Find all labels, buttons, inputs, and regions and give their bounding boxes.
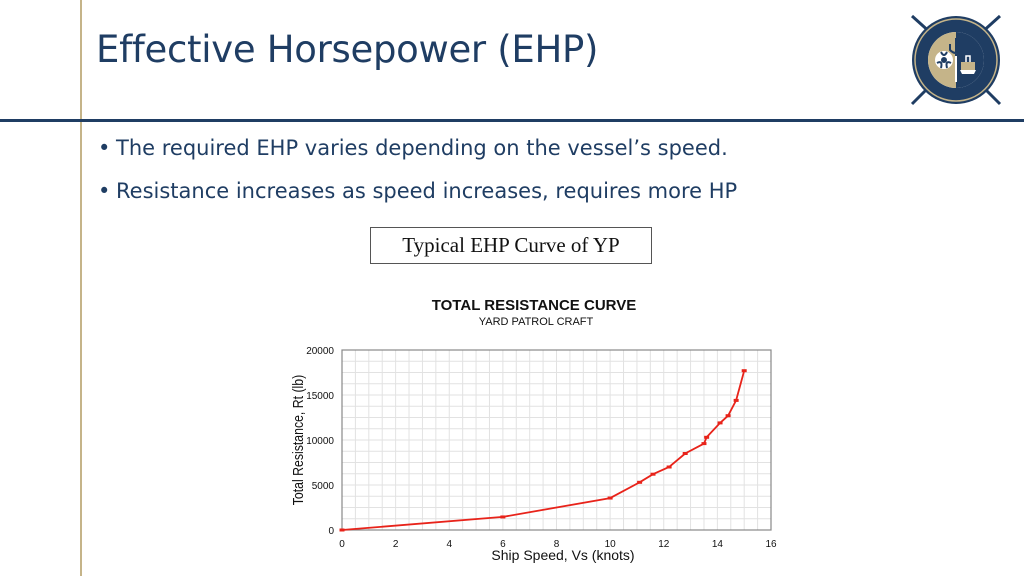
slide-title: Effective Horsepower (EHP) (96, 28, 599, 71)
y-tick-label: 10000 (306, 436, 334, 447)
x-tick-label: 12 (658, 539, 670, 550)
header-divider (0, 119, 1024, 122)
bullet-item: • Resistance increases as speed increases… (98, 173, 737, 216)
x-tick-label: 6 (500, 539, 506, 550)
x-tick-label: 8 (554, 539, 560, 550)
data-point (339, 528, 345, 532)
y-tick-label: 0 (328, 526, 334, 537)
bullet-item: • The required EHP varies depending on th… (98, 130, 737, 173)
bullet-text: Resistance increases as speed increases,… (116, 179, 738, 203)
chart-title: TOTAL RESISTANCE CURVE (432, 297, 636, 314)
plot-area: 0 2 4 6 8 10 12 14 16 0 5000 10000 15000 20000 (306, 346, 777, 550)
y-axis-label: Total Resistance, Rt (lb) (290, 375, 306, 505)
y-tick-label: 15000 (306, 391, 334, 402)
chart-subtitle: YARD PATROL CRAFT (479, 316, 594, 328)
data-point (650, 472, 656, 476)
y-tick-label: 5000 (312, 481, 335, 492)
data-point (733, 398, 739, 402)
figure-caption: Typical EHP Curve of YP (370, 227, 652, 264)
data-point (637, 480, 643, 484)
x-tick-label: 10 (605, 539, 617, 550)
bullet-dot: • (98, 136, 111, 160)
plot-frame (341, 349, 772, 531)
naval-academy-seal-icon (908, 12, 1004, 108)
resistance-chart: TOTAL RESISTANCE CURVE YARD PATROL CRAFT… (280, 290, 800, 572)
data-point (725, 414, 731, 418)
y-tick-label: 20000 (306, 346, 334, 357)
data-point (717, 421, 723, 425)
bullet-text: The required EHP varies depending on the… (116, 136, 728, 160)
x-tick-label: 4 (446, 539, 452, 550)
data-point (682, 452, 688, 455)
x-tick-label: 16 (765, 539, 777, 550)
x-tick-label: 14 (712, 539, 724, 550)
data-point (500, 515, 506, 519)
accent-vertical-line (80, 0, 82, 576)
data-point (704, 435, 710, 439)
data-point (741, 369, 747, 373)
data-point (607, 496, 613, 500)
data-point (701, 442, 707, 446)
x-axis-label: Ship Speed, Vs (knots) (491, 547, 634, 563)
x-tick-label: 0 (339, 539, 345, 550)
bullet-list: • The required EHP varies depending on th… (98, 130, 737, 216)
x-tick-label: 2 (393, 539, 399, 550)
data-point (666, 465, 672, 469)
bullet-dot: • (98, 179, 111, 203)
